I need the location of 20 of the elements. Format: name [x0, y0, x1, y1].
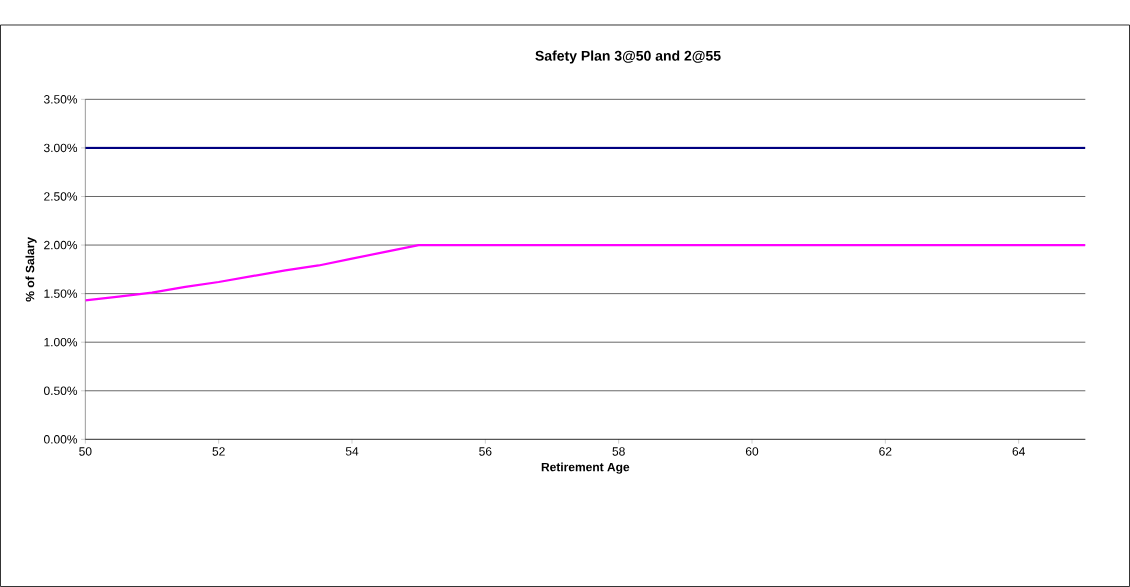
line-series — [85, 243, 1086, 302]
chart-title: Safety Plan 3@50 and 2@55 — [535, 50, 721, 64]
x-axis-title: Retirement Age — [541, 462, 630, 474]
y-tick-label: 2.00% — [44, 240, 78, 250]
x-tick-label: 54 — [345, 447, 359, 456]
y-tick-label: 3.50% — [43, 95, 78, 104]
y-tick-label: 1.50% — [44, 289, 78, 298]
x-tick-label: 50 — [79, 447, 92, 456]
x-tick-label: 64 — [1012, 447, 1025, 456]
x-tick-label: 60 — [745, 447, 759, 456]
x-tick-label: 58 — [612, 447, 625, 456]
y-tick-label: 2.50% — [44, 192, 78, 201]
y-tick-label: 0.50% — [43, 386, 78, 396]
y-axis-title: % of Salary — [25, 237, 37, 302]
y-tick-label: 3.00% — [43, 143, 78, 153]
x-tick-label: 56 — [479, 447, 492, 456]
x-tick-label: 62 — [879, 447, 892, 456]
y-tick-label: 0.00% — [43, 435, 78, 444]
x-tick-label: 52 — [212, 447, 225, 456]
y-tick-label: 1.00% — [44, 337, 78, 347]
